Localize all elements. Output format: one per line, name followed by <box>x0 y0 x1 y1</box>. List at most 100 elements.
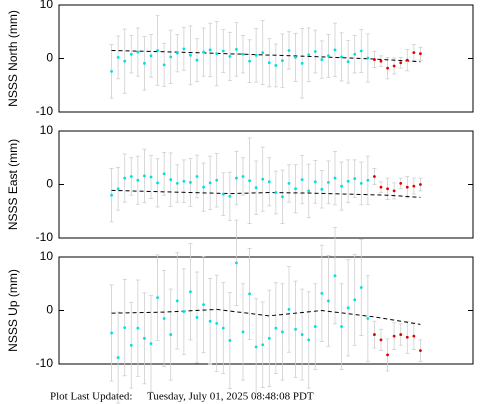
y-tick-label: 10 <box>40 0 54 11</box>
data-point <box>215 52 219 56</box>
y-tick-label: -10 <box>36 230 54 244</box>
data-point <box>412 334 416 338</box>
data-point <box>175 182 179 185</box>
data-point <box>195 58 199 62</box>
data-point <box>274 326 278 330</box>
data-point <box>202 185 205 189</box>
data-point <box>366 56 370 60</box>
data-point <box>169 55 173 59</box>
data-point <box>241 52 245 56</box>
y-tick-label: 10 <box>40 249 54 263</box>
data-point <box>313 50 317 53</box>
data-point <box>129 52 133 56</box>
data-point <box>287 49 291 52</box>
data-point <box>162 317 166 320</box>
footer-value: Tuesday, July 01, 2025 08:48:08 PDT <box>147 391 314 403</box>
data-point <box>241 330 245 334</box>
trend-line <box>111 189 421 198</box>
data-point <box>373 58 376 61</box>
data-point <box>175 299 179 303</box>
y-axis-label: NSSS Up (mm) <box>6 269 20 352</box>
data-point <box>399 182 403 185</box>
data-point <box>405 335 409 339</box>
data-point <box>346 60 350 64</box>
data-point <box>294 187 297 191</box>
data-point <box>359 286 363 289</box>
data-point <box>228 194 232 198</box>
y-tick-label: -10 <box>36 104 54 118</box>
data-point <box>392 334 396 338</box>
data-point <box>307 189 311 193</box>
data-point <box>189 180 192 184</box>
data-point <box>267 180 271 184</box>
data-point <box>419 52 422 56</box>
data-point <box>307 338 311 342</box>
data-point <box>221 192 225 196</box>
data-point <box>169 333 173 336</box>
data-point <box>379 338 383 342</box>
y-tick-label: 10 <box>40 123 54 137</box>
data-point <box>195 316 199 319</box>
data-point <box>346 179 350 183</box>
data-point <box>419 349 422 353</box>
data-point <box>123 326 127 330</box>
data-point <box>392 64 396 68</box>
data-point <box>399 333 403 336</box>
data-point <box>129 175 133 178</box>
footer-label: Plot Last Updated: <box>50 391 133 403</box>
data-point <box>333 48 337 52</box>
data-point <box>281 195 284 199</box>
data-point <box>156 181 159 185</box>
plot-frame <box>58 256 474 365</box>
data-point <box>136 178 140 182</box>
data-point <box>221 326 225 330</box>
data-point <box>353 177 357 181</box>
data-point <box>143 174 146 178</box>
data-point <box>313 180 317 184</box>
y-axis-label: NSSS North (mm) <box>6 10 20 107</box>
plot-frame <box>58 4 474 113</box>
data-point <box>136 326 140 330</box>
data-point <box>392 189 396 193</box>
y-tick-label: 0 <box>46 51 53 65</box>
data-point <box>175 51 179 55</box>
data-point <box>149 54 153 58</box>
data-point <box>281 330 284 334</box>
data-point <box>254 53 258 57</box>
data-point <box>353 52 357 56</box>
data-point <box>359 182 363 185</box>
data-point <box>149 175 153 179</box>
data-point <box>287 308 291 311</box>
data-point <box>333 274 337 278</box>
data-point <box>136 50 140 54</box>
data-point <box>228 54 232 58</box>
data-point <box>156 296 159 300</box>
data-point <box>386 187 389 191</box>
data-point <box>346 306 350 310</box>
data-point <box>189 53 192 57</box>
data-point <box>379 59 383 63</box>
data-point <box>300 178 304 182</box>
data-point <box>189 290 192 294</box>
y-tick-label: 0 <box>46 303 53 317</box>
data-point <box>366 178 370 182</box>
data-point <box>320 187 324 191</box>
data-point <box>359 49 363 53</box>
data-point <box>327 299 330 303</box>
data-point <box>412 184 416 188</box>
data-point <box>202 303 205 307</box>
data-point <box>202 50 205 54</box>
y-axis-label: NSSS East (mm) <box>6 139 20 230</box>
data-point <box>313 325 317 328</box>
data-point <box>399 61 403 65</box>
data-point <box>386 66 389 70</box>
data-point <box>366 317 370 320</box>
data-point <box>254 345 258 349</box>
data-point <box>274 191 278 194</box>
data-point <box>110 193 113 197</box>
data-point <box>281 59 284 63</box>
data-point <box>320 291 324 295</box>
data-point <box>379 185 383 189</box>
data-point <box>110 69 113 73</box>
